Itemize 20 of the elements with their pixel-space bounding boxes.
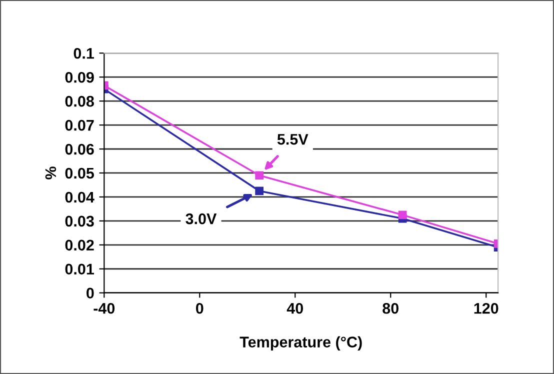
y-tick-label: 0.04 — [65, 192, 94, 203]
text: 3.0V — [186, 213, 217, 224]
y-tick-label: 0.05 — [65, 168, 94, 179]
y-tick-label: 0 — [86, 288, 94, 299]
x-tick-label: 40 — [286, 302, 303, 314]
x-tick-label: 0 — [196, 302, 204, 314]
text: 5.5V — [277, 134, 308, 145]
y-axis-title: % — [45, 166, 56, 180]
x-tick-label: 120 — [474, 302, 498, 314]
y-tick-label: 0.03 — [65, 216, 94, 227]
x-tick-label: 80 — [382, 302, 398, 314]
x-axis-title: Temperature (°C) — [240, 336, 362, 350]
y-tick-label: 0.09 — [65, 72, 94, 83]
y-tick-label: 0.02 — [65, 240, 94, 251]
y-tick-label: 0.07 — [65, 120, 94, 131]
y-tick-label: 0.1 — [74, 48, 94, 59]
y-tick-label: 0.06 — [65, 144, 94, 155]
y-tick-label: 0.01 — [65, 264, 94, 275]
y-tick-label: 0.08 — [65, 96, 94, 107]
x-tick-label: -40 — [94, 302, 115, 314]
